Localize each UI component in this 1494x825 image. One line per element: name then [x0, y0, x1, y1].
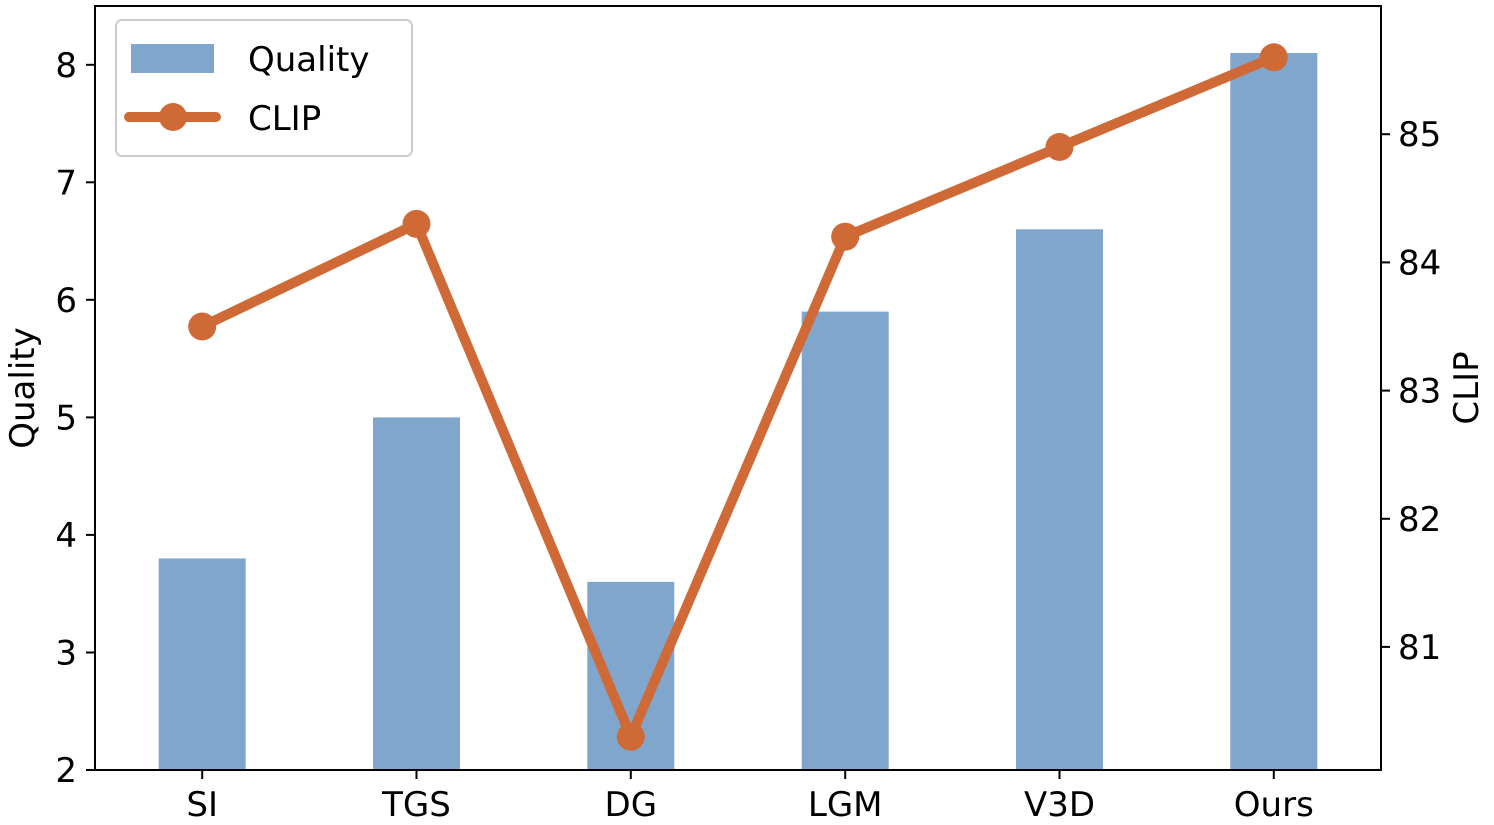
axes-layer: 2 3 4 5 6 7 8 81 82 83 84 85 SI TGS DG LGM V3D Ours: [55, 5, 1441, 825]
y-tick-label-right: 83: [1398, 372, 1441, 412]
x-tick-label-lgm: LGM: [808, 785, 883, 821]
x-tick-label-si: SI: [186, 785, 218, 821]
legend-clip-marker: [159, 103, 187, 131]
y-tick-label-right: 81: [1398, 628, 1441, 668]
bar-si: [158, 558, 246, 770]
bars-layer: [158, 53, 1318, 771]
line-layer: [188, 43, 1288, 751]
legend-quality-swatch: [131, 44, 214, 73]
y-axis-label-left: Quality: [3, 327, 43, 449]
x-tick-label-tgs: TGS: [381, 785, 451, 821]
legend-quality-label: Quality: [248, 40, 370, 80]
legend: Quality CLIP: [115, 19, 413, 157]
x-tick-label-ours: Ours: [1234, 785, 1314, 821]
y-tick-label-left: 3: [55, 634, 77, 674]
clip-point-ours: [1259, 43, 1288, 72]
y-tick-label-left: 2: [55, 751, 77, 791]
clip-point-lgm: [831, 222, 860, 251]
bar-lgm: [801, 311, 889, 770]
y-tick-label-left: 7: [55, 163, 77, 203]
y-tick-label-left: 6: [55, 281, 77, 321]
y-tick-label-right: 85: [1398, 115, 1441, 155]
y-tick-label-left: 5: [55, 398, 77, 438]
y-tick-label-right: 82: [1398, 500, 1441, 540]
clip-line: [197, 52, 1279, 742]
bar-v3d: [1016, 229, 1103, 771]
y-tick-label-left: 8: [55, 46, 77, 86]
clip-point-dg: [616, 722, 645, 751]
x-tick-label-v3d: V3D: [1024, 785, 1095, 821]
y-tick-label-left: 4: [55, 516, 77, 556]
clip-point-tgs: [402, 209, 431, 238]
legend-clip-label: CLIP: [248, 99, 321, 139]
y-tick-label-right: 84: [1398, 243, 1441, 283]
bar-ours: [1230, 53, 1318, 770]
clip-point-v3d: [1045, 133, 1074, 161]
x-tick-label-dg: DG: [605, 785, 658, 821]
y-axis-label-right: CLIP: [1447, 351, 1487, 424]
bar-tgs: [373, 417, 460, 770]
plot-frame: [94, 5, 1382, 771]
clip-point-si: [188, 312, 217, 341]
